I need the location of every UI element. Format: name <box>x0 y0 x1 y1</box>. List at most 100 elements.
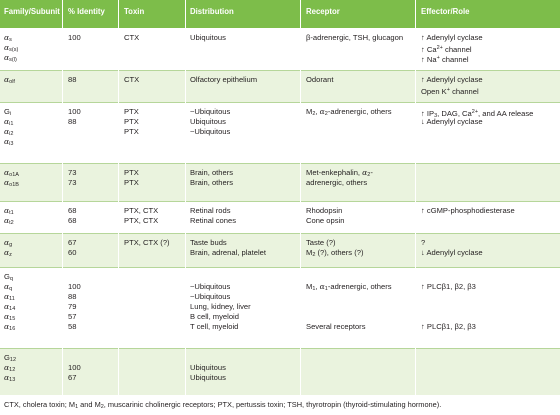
cell-subunit: α15 <box>4 312 16 322</box>
cell-toxin: PTX, CTX <box>124 206 159 215</box>
cell-subunit: αolf <box>4 75 15 85</box>
cell-effector: ↑ Ca2+ channel <box>421 45 472 54</box>
cell-identity: 88 <box>68 292 77 301</box>
row-divider <box>0 348 560 349</box>
table-row: αs αs(s) αs(l) 100 CTX Ubiquitous β-adrenergic… <box>0 28 560 70</box>
row-divider <box>0 163 560 164</box>
cell-identity: 100 <box>68 107 81 116</box>
cell-distribution: Lung, kidney, liver <box>190 302 251 311</box>
cell-distribution: Retinal cones <box>190 216 237 225</box>
cell-effector: Open K+ channel <box>421 87 479 96</box>
cell-receptor: M2 (?), others (?) <box>306 248 364 258</box>
cell-toxin: CTX <box>124 75 140 84</box>
row-divider <box>0 102 560 103</box>
cell-subunit: α16 <box>4 322 16 332</box>
header-family-subunit: Family/Subunit <box>4 7 60 16</box>
cell-subunit: αz <box>4 248 12 258</box>
cell-identity: 100 <box>68 33 81 42</box>
cell-identity: 67 <box>68 373 77 382</box>
cell-receptor: Met-enkephalin, α2- <box>306 168 373 178</box>
cell-subunit: α14 <box>4 302 16 312</box>
cell-distribution: Ubiquitous <box>190 363 226 372</box>
cell-effector: ↑ cGMP-phosphodiesterase <box>421 206 515 215</box>
cell-receptor: Taste (?) <box>306 238 336 247</box>
cell-distribution: Retinal rods <box>190 206 231 215</box>
cell-distribution: T cell, myeloid <box>190 322 239 331</box>
row-divider <box>0 267 560 268</box>
row-divider <box>0 233 560 234</box>
cell-toxin: PTX, CTX (?) <box>124 238 170 247</box>
cell-subunit: αi1 <box>4 117 14 127</box>
cell-identity: 68 <box>68 216 77 225</box>
cell-toxin: PTX, CTX <box>124 216 159 225</box>
cell-distribution: Olfactory epithelium <box>190 75 258 84</box>
cell-subunit: αi2 <box>4 127 14 137</box>
cell-subunit: α12 <box>4 363 16 373</box>
table-row: αg αz 67 60 PTX, CTX (?) Taste buds Brain, adr… <box>0 233 560 267</box>
cell-subunit: αs(l) <box>4 53 17 63</box>
header-effector-role: Effector/Role <box>421 7 470 16</box>
cell-receptor: adrenergic, others <box>306 178 368 187</box>
table-footnote: CTX, cholera toxin; M1 and M2, muscarini… <box>4 400 442 410</box>
cell-effector: ↓ Adenylyl cyclase <box>421 248 483 257</box>
table-row: αolf 88 CTX Olfactory epithelium Odorant ↑ Ad… <box>0 70 560 102</box>
cell-subunit: α13 <box>4 373 16 383</box>
cell-identity: 60 <box>68 248 77 257</box>
cell-identity: 73 <box>68 168 77 177</box>
header-distribution: Distribution <box>190 7 234 16</box>
cell-distribution: ~Ubiquitous <box>190 107 231 116</box>
cell-receptor: Odorant <box>306 75 334 84</box>
cell-receptor: Rhodopsin <box>306 206 343 215</box>
cell-subunit: αi3 <box>4 137 14 147</box>
cell-effector: ↑ Adenylyl cyclase <box>421 75 483 84</box>
header-identity: % Identity <box>68 7 105 16</box>
cell-identity: 79 <box>68 302 77 311</box>
cell-effector: ? <box>421 238 426 247</box>
cell-identity: 68 <box>68 206 77 215</box>
cell-distribution: Brain, others <box>190 178 234 187</box>
row-divider <box>0 201 560 202</box>
cell-toxin: PTX <box>124 127 139 136</box>
cell-identity: 88 <box>68 117 77 126</box>
column-divider <box>415 0 416 395</box>
column-divider <box>62 0 63 395</box>
header-receptor: Receptor <box>306 7 340 16</box>
cell-effector: ↑ IP3, DAG, Ca2+, and AA release <box>421 109 534 119</box>
cell-toxin: PTX <box>124 117 139 126</box>
cell-identity: 100 <box>68 363 81 372</box>
cell-subunit: Gi <box>4 107 12 117</box>
column-divider <box>300 0 301 395</box>
table-header: Family/Subunit % Identity Toxin Distribu… <box>0 0 560 28</box>
cell-receptor: Cone opsin <box>306 216 345 225</box>
cell-toxin: PTX <box>124 168 139 177</box>
cell-identity: 100 <box>68 282 81 291</box>
cell-effector: ↑ PLCβ1, β2, β3 <box>421 282 476 291</box>
cell-subunit: G12 <box>4 353 17 363</box>
cell-identity: 88 <box>68 75 77 84</box>
cell-subunit: αq <box>4 282 13 292</box>
cell-distribution: Taste buds <box>190 238 227 247</box>
cell-effector: ↓ Adenylyl cyclase <box>421 117 483 126</box>
cell-subunit: α11 <box>4 292 15 302</box>
cell-toxin: PTX <box>124 107 139 116</box>
cell-distribution: Ubiquitous <box>190 33 226 42</box>
cell-subunit: αg <box>4 238 13 248</box>
table-row: αt1 αt2 68 68 PTX, CTX PTX, CTX Retinal rods Re… <box>0 201 560 233</box>
cell-distribution: B cell, myeloid <box>190 312 239 321</box>
cell-subunit: αt1 <box>4 206 14 216</box>
cell-identity: 58 <box>68 322 77 331</box>
table-row: Gq αq α11 α14 α15 α16 100 88 79 57 58 ~Ubiquitous ~U… <box>0 267 560 348</box>
cell-identity: 57 <box>68 312 77 321</box>
cell-toxin: CTX <box>124 33 140 42</box>
cell-toxin: PTX <box>124 178 139 187</box>
cell-distribution: ~Ubiquitous <box>190 282 231 291</box>
row-divider <box>0 70 560 71</box>
table-row: G12 α12 α13 100 67 Ubiquitous Ubiquitous <box>0 348 560 395</box>
cell-distribution: Brain, others <box>190 168 234 177</box>
cell-effector: ↑ PLCβ1, β2, β3 <box>421 322 476 331</box>
cell-receptor: M1, α1-adrenergic, others <box>306 282 392 292</box>
cell-effector: ↑ Adenylyl cyclase <box>421 33 483 42</box>
cell-distribution: Ubiquitous <box>190 373 226 382</box>
cell-distribution: Brain, adrenal, platelet <box>190 248 266 257</box>
cell-identity: 73 <box>68 178 77 187</box>
